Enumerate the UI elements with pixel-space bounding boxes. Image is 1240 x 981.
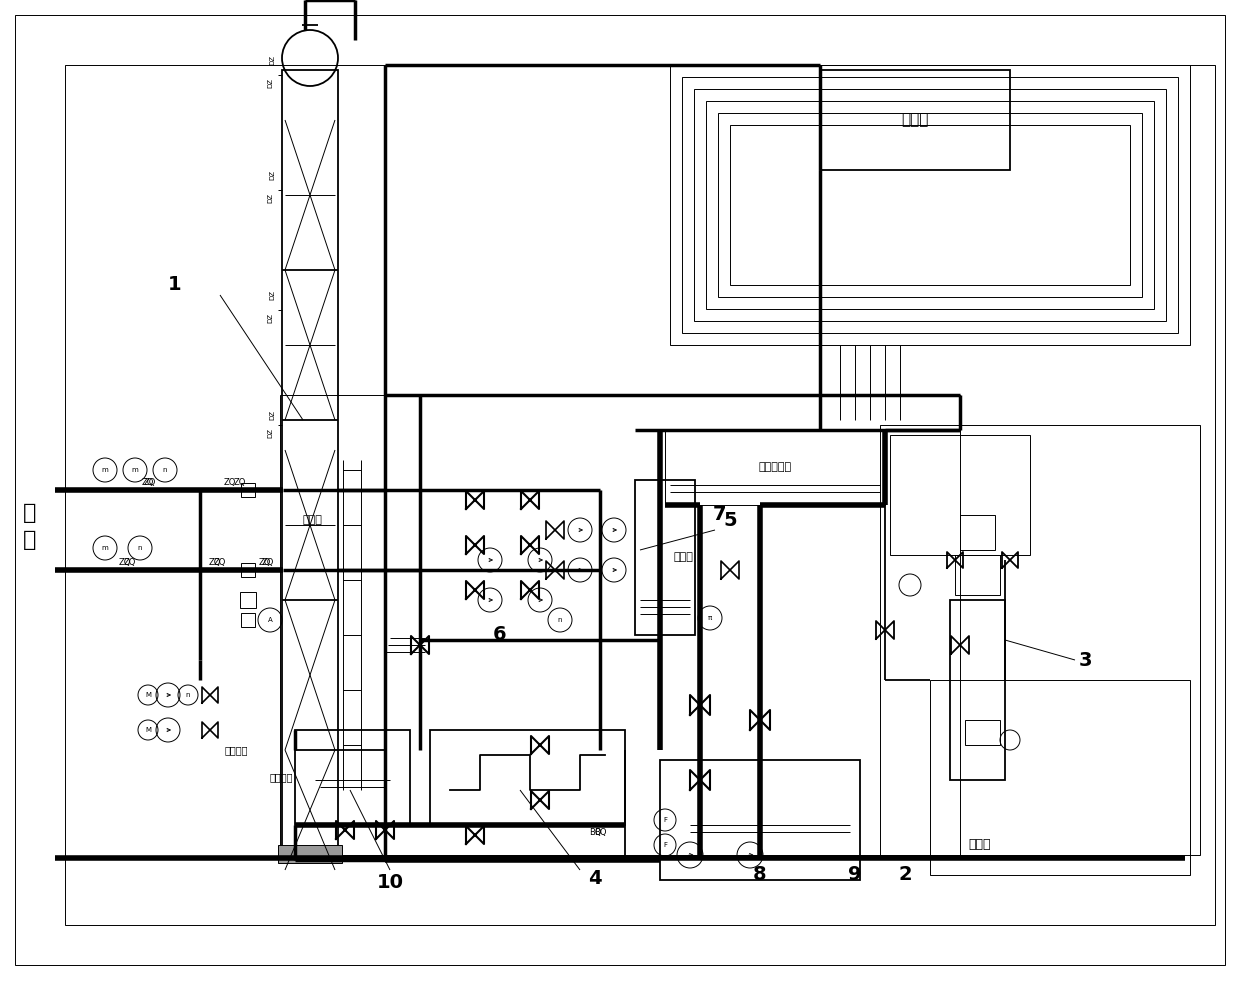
Text: A: A <box>268 617 273 623</box>
Text: 自来水: 自来水 <box>968 839 991 852</box>
Bar <box>965 720 999 745</box>
Bar <box>665 430 885 505</box>
Bar <box>950 600 1004 780</box>
Text: 冷却塔: 冷却塔 <box>673 552 693 562</box>
Bar <box>880 425 1200 855</box>
Bar <box>930 680 1190 875</box>
Text: 8: 8 <box>753 865 766 885</box>
Text: n: n <box>138 545 143 551</box>
Text: F: F <box>663 817 667 823</box>
Text: DZ: DZ <box>269 170 275 181</box>
Text: DZ: DZ <box>267 428 273 439</box>
Bar <box>241 563 255 577</box>
Text: ZQ: ZQ <box>144 478 156 487</box>
Text: 7: 7 <box>713 505 727 525</box>
Bar <box>430 730 625 825</box>
Bar <box>280 395 960 855</box>
Bar <box>694 89 1166 321</box>
Text: DZ: DZ <box>269 290 275 300</box>
Bar <box>660 760 861 880</box>
Bar <box>278 845 342 863</box>
Text: ZQ: ZQ <box>208 557 221 566</box>
Text: π: π <box>708 615 712 621</box>
Bar <box>718 113 1142 297</box>
Text: ZQ: ZQ <box>119 557 131 566</box>
Bar <box>281 70 339 860</box>
Text: n: n <box>558 617 562 623</box>
Text: ZQ: ZQ <box>124 557 136 566</box>
Bar <box>730 125 1130 285</box>
Bar <box>960 515 994 550</box>
Text: BQ: BQ <box>589 828 601 837</box>
Text: 3: 3 <box>1079 650 1091 669</box>
Bar <box>706 101 1154 309</box>
Bar <box>890 435 1030 555</box>
Text: 9: 9 <box>848 865 862 885</box>
Text: 1: 1 <box>169 276 182 294</box>
Text: DZ: DZ <box>269 410 275 420</box>
Bar <box>241 592 255 608</box>
Bar <box>64 65 1215 925</box>
Text: 2: 2 <box>898 865 911 885</box>
Text: ZQ: ZQ <box>141 478 154 487</box>
Text: 10: 10 <box>377 872 403 892</box>
Text: ZQ: ZQ <box>213 557 226 566</box>
Text: 气: 气 <box>24 530 37 550</box>
Bar <box>682 77 1178 333</box>
Text: n: n <box>186 692 190 698</box>
Text: DZ: DZ <box>267 193 273 203</box>
Bar <box>295 730 410 825</box>
Text: 排空沼液池: 排空沼液池 <box>759 462 791 472</box>
Text: 沼: 沼 <box>24 503 37 523</box>
Bar <box>955 555 999 595</box>
Text: ZQ: ZQ <box>234 478 247 487</box>
Bar <box>241 613 255 627</box>
Text: 控制箱: 控制箱 <box>901 113 929 128</box>
Text: ZQ: ZQ <box>223 478 236 487</box>
Bar <box>635 480 694 635</box>
Text: ZQ: ZQ <box>259 557 272 566</box>
Text: 空气添加: 空气添加 <box>224 745 248 755</box>
Text: 脱硫塔: 脱硫塔 <box>303 515 322 525</box>
Bar <box>820 70 1011 170</box>
Text: m: m <box>102 545 108 551</box>
Text: DZ: DZ <box>267 77 273 88</box>
Text: m: m <box>131 467 139 473</box>
Bar <box>670 65 1190 345</box>
Text: DZ: DZ <box>269 55 275 65</box>
Text: m: m <box>102 467 108 473</box>
Text: F: F <box>663 842 667 848</box>
Text: 4: 4 <box>588 868 601 888</box>
Text: DZ: DZ <box>267 313 273 323</box>
Bar <box>241 483 255 497</box>
Text: 6: 6 <box>494 626 507 645</box>
Text: BQ: BQ <box>594 829 606 838</box>
Text: 5: 5 <box>723 510 737 530</box>
Text: n: n <box>162 467 167 473</box>
Text: M: M <box>145 692 151 698</box>
Text: ZQ: ZQ <box>262 557 274 566</box>
Text: M: M <box>145 727 151 733</box>
Text: 稳流管网: 稳流管网 <box>269 772 293 782</box>
